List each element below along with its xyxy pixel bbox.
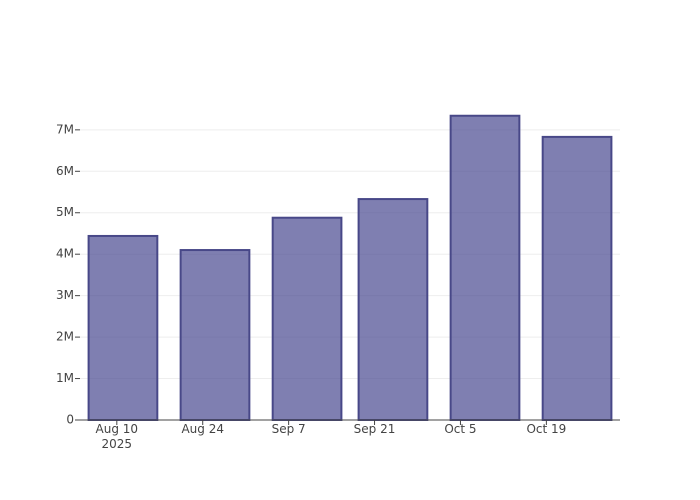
bar [271, 216, 343, 421]
y-tick-label: 3M [56, 288, 74, 302]
bar [357, 198, 429, 421]
x-tick-label: Sep 7 [271, 422, 306, 436]
y-tick-label: 0 [66, 413, 74, 427]
x-tick-label: Oct 19 [526, 422, 567, 436]
y-tick-label: 1M [56, 371, 74, 385]
bar [541, 135, 613, 421]
y-tick-label: 6M [56, 164, 74, 178]
bar [87, 234, 159, 421]
x-tick-label: Oct 5 [444, 422, 477, 436]
x-tick-label: Aug 24 [181, 422, 224, 436]
x-tick-label: Sep 21 [353, 422, 396, 436]
bar [449, 114, 521, 422]
x-tick-label: Aug 10 2025 [95, 422, 139, 451]
y-tick-label: 7M [56, 122, 74, 136]
bar [179, 249, 251, 421]
y-tick-label: 2M [56, 330, 74, 344]
y-tick-label: 4M [56, 247, 74, 261]
y-tick-label: 5M [56, 205, 74, 219]
